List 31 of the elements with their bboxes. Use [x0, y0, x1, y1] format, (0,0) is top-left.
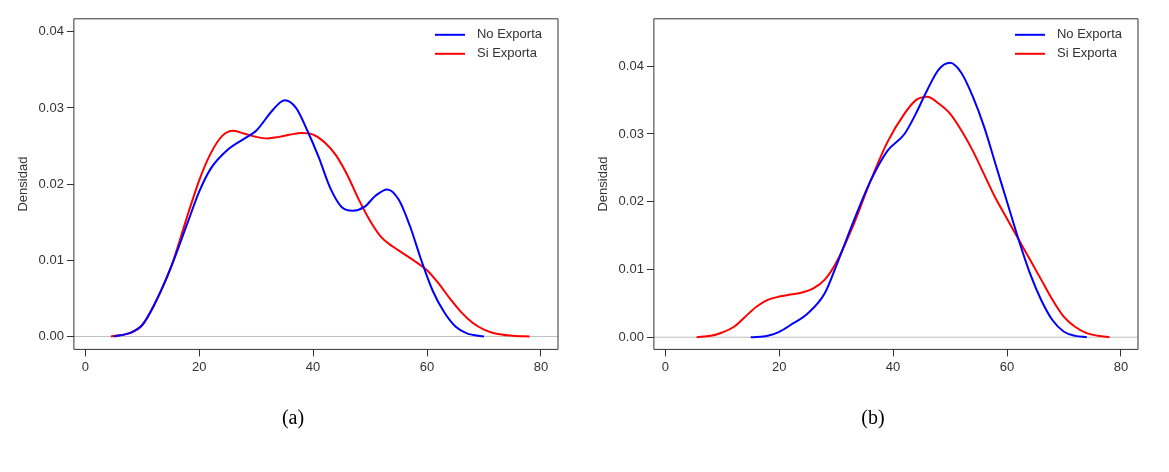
line-series — [695, 95, 1111, 339]
text: (a) — [280, 406, 306, 429]
y-tick-label: 0.04 — [618, 57, 644, 73]
x-tick-label: 60 — [419, 358, 435, 374]
x-tick-label: 60 — [999, 358, 1015, 374]
x-tick-label: 40 — [305, 358, 321, 374]
y-tick-label: 0.00 — [38, 328, 64, 344]
x-tick-label: 0 — [661, 358, 669, 374]
x-tick-label: 20 — [191, 358, 207, 374]
legend-label: No Exporta — [1056, 26, 1123, 42]
y-tick-label: 0.02 — [38, 175, 64, 191]
legend-label: No Exporta — [476, 26, 543, 42]
y-tick-label: 0.00 — [618, 328, 644, 344]
y-tick-label: 0.02 — [618, 193, 644, 209]
x-tick-label: 20 — [771, 358, 787, 374]
line-series — [749, 61, 1088, 339]
legend-label: Si Exporta — [1056, 45, 1118, 61]
x-tick-label: 80 — [533, 358, 549, 374]
legend-label: Si Exporta — [476, 45, 538, 61]
x-tick-label: 40 — [885, 358, 901, 374]
x-tick-label: 0 — [81, 358, 89, 374]
text: (b) — [860, 406, 886, 429]
x-tick-label: 80 — [1113, 358, 1129, 374]
y-tick-label: 0.04 — [38, 23, 64, 39]
y-axis-title: Densidad — [15, 156, 31, 212]
y-axis-title: Densidad — [595, 156, 611, 212]
y-tick-label: 0.03 — [38, 99, 64, 115]
y-tick-label: 0.01 — [38, 251, 64, 267]
y-tick-label: 0.03 — [618, 125, 644, 141]
y-tick-label: 0.01 — [618, 261, 644, 277]
line-series — [112, 99, 485, 338]
